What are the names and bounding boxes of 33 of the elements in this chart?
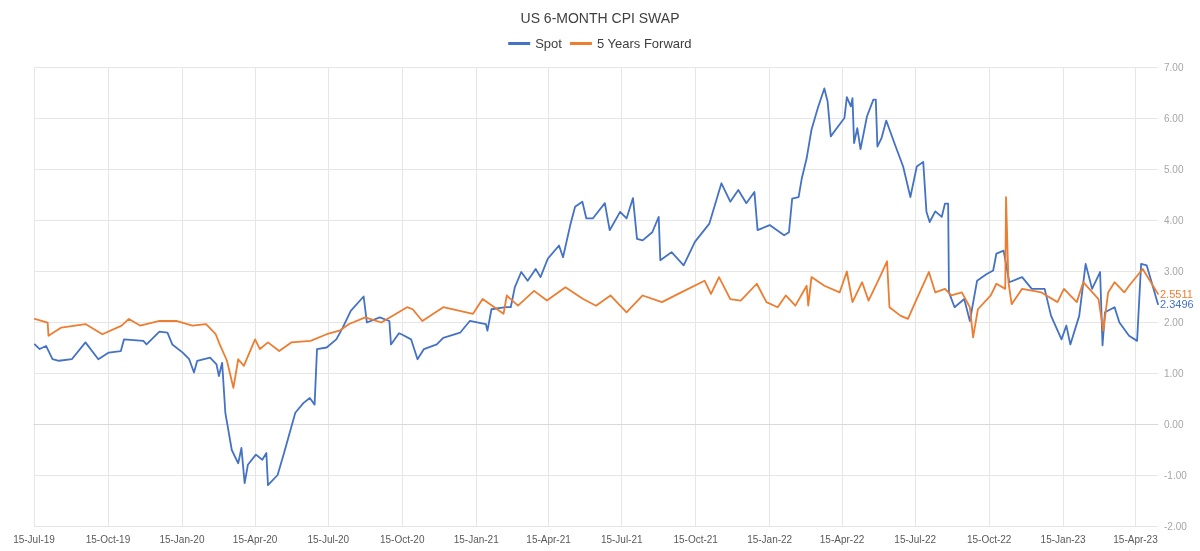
x-tick-label: 15-Jul-20 <box>307 533 350 545</box>
legend-label: Spot <box>535 36 563 51</box>
x-tick-label: 15-Jul-19 <box>13 533 56 545</box>
x-tick-label: 15-Jan-20 <box>159 533 205 545</box>
line-series <box>33 87 1159 487</box>
x-tick-label: 15-Apr-22 <box>819 533 865 545</box>
x-tick-label: 15-Oct-20 <box>380 533 425 545</box>
x-tick-label: 15-Oct-21 <box>673 533 719 545</box>
legend-label: 5 Years Forward <box>596 36 692 51</box>
x-tick-label: 15-Oct-22 <box>966 533 1012 545</box>
chart-title: US 6-MONTH CPI SWAP <box>520 10 680 26</box>
x-tick-label: 15-Jan-22 <box>747 533 793 545</box>
annotation: 2.5511 <box>1160 287 1193 300</box>
y-tick-label: -2.00 <box>1164 520 1188 532</box>
line-series <box>33 196 1159 389</box>
y-tick-label: 3.00 <box>1164 265 1184 277</box>
x-tick-label: 15-Oct-19 <box>85 533 131 545</box>
x-tick-label: 15-Apr-23 <box>1113 533 1159 545</box>
y-tick-label: 2.00 <box>1164 316 1184 328</box>
y-tick-label: 4.00 <box>1164 214 1184 226</box>
x-tick-label: 15-Jul-21 <box>600 533 643 545</box>
y-tick-label: 0.00 <box>1164 418 1184 430</box>
y-tick-label: 5.00 <box>1164 163 1184 175</box>
y-tick-label: 7.00 <box>1164 61 1184 73</box>
y-tick-label: 6.00 <box>1164 112 1184 124</box>
annotation: 2.3496 <box>1160 298 1194 311</box>
x-tick-label: 15-Apr-21 <box>526 533 572 545</box>
x-tick-label: 15-Jan-23 <box>1040 533 1087 545</box>
x-tick-label: 15-Jan-21 <box>453 533 500 545</box>
y-tick-label: 1.00 <box>1164 367 1184 379</box>
x-tick-label: 15-Apr-20 <box>232 533 278 545</box>
x-tick-label: 15-Jul-22 <box>894 533 937 545</box>
y-tick-label: -1.00 <box>1164 469 1188 481</box>
